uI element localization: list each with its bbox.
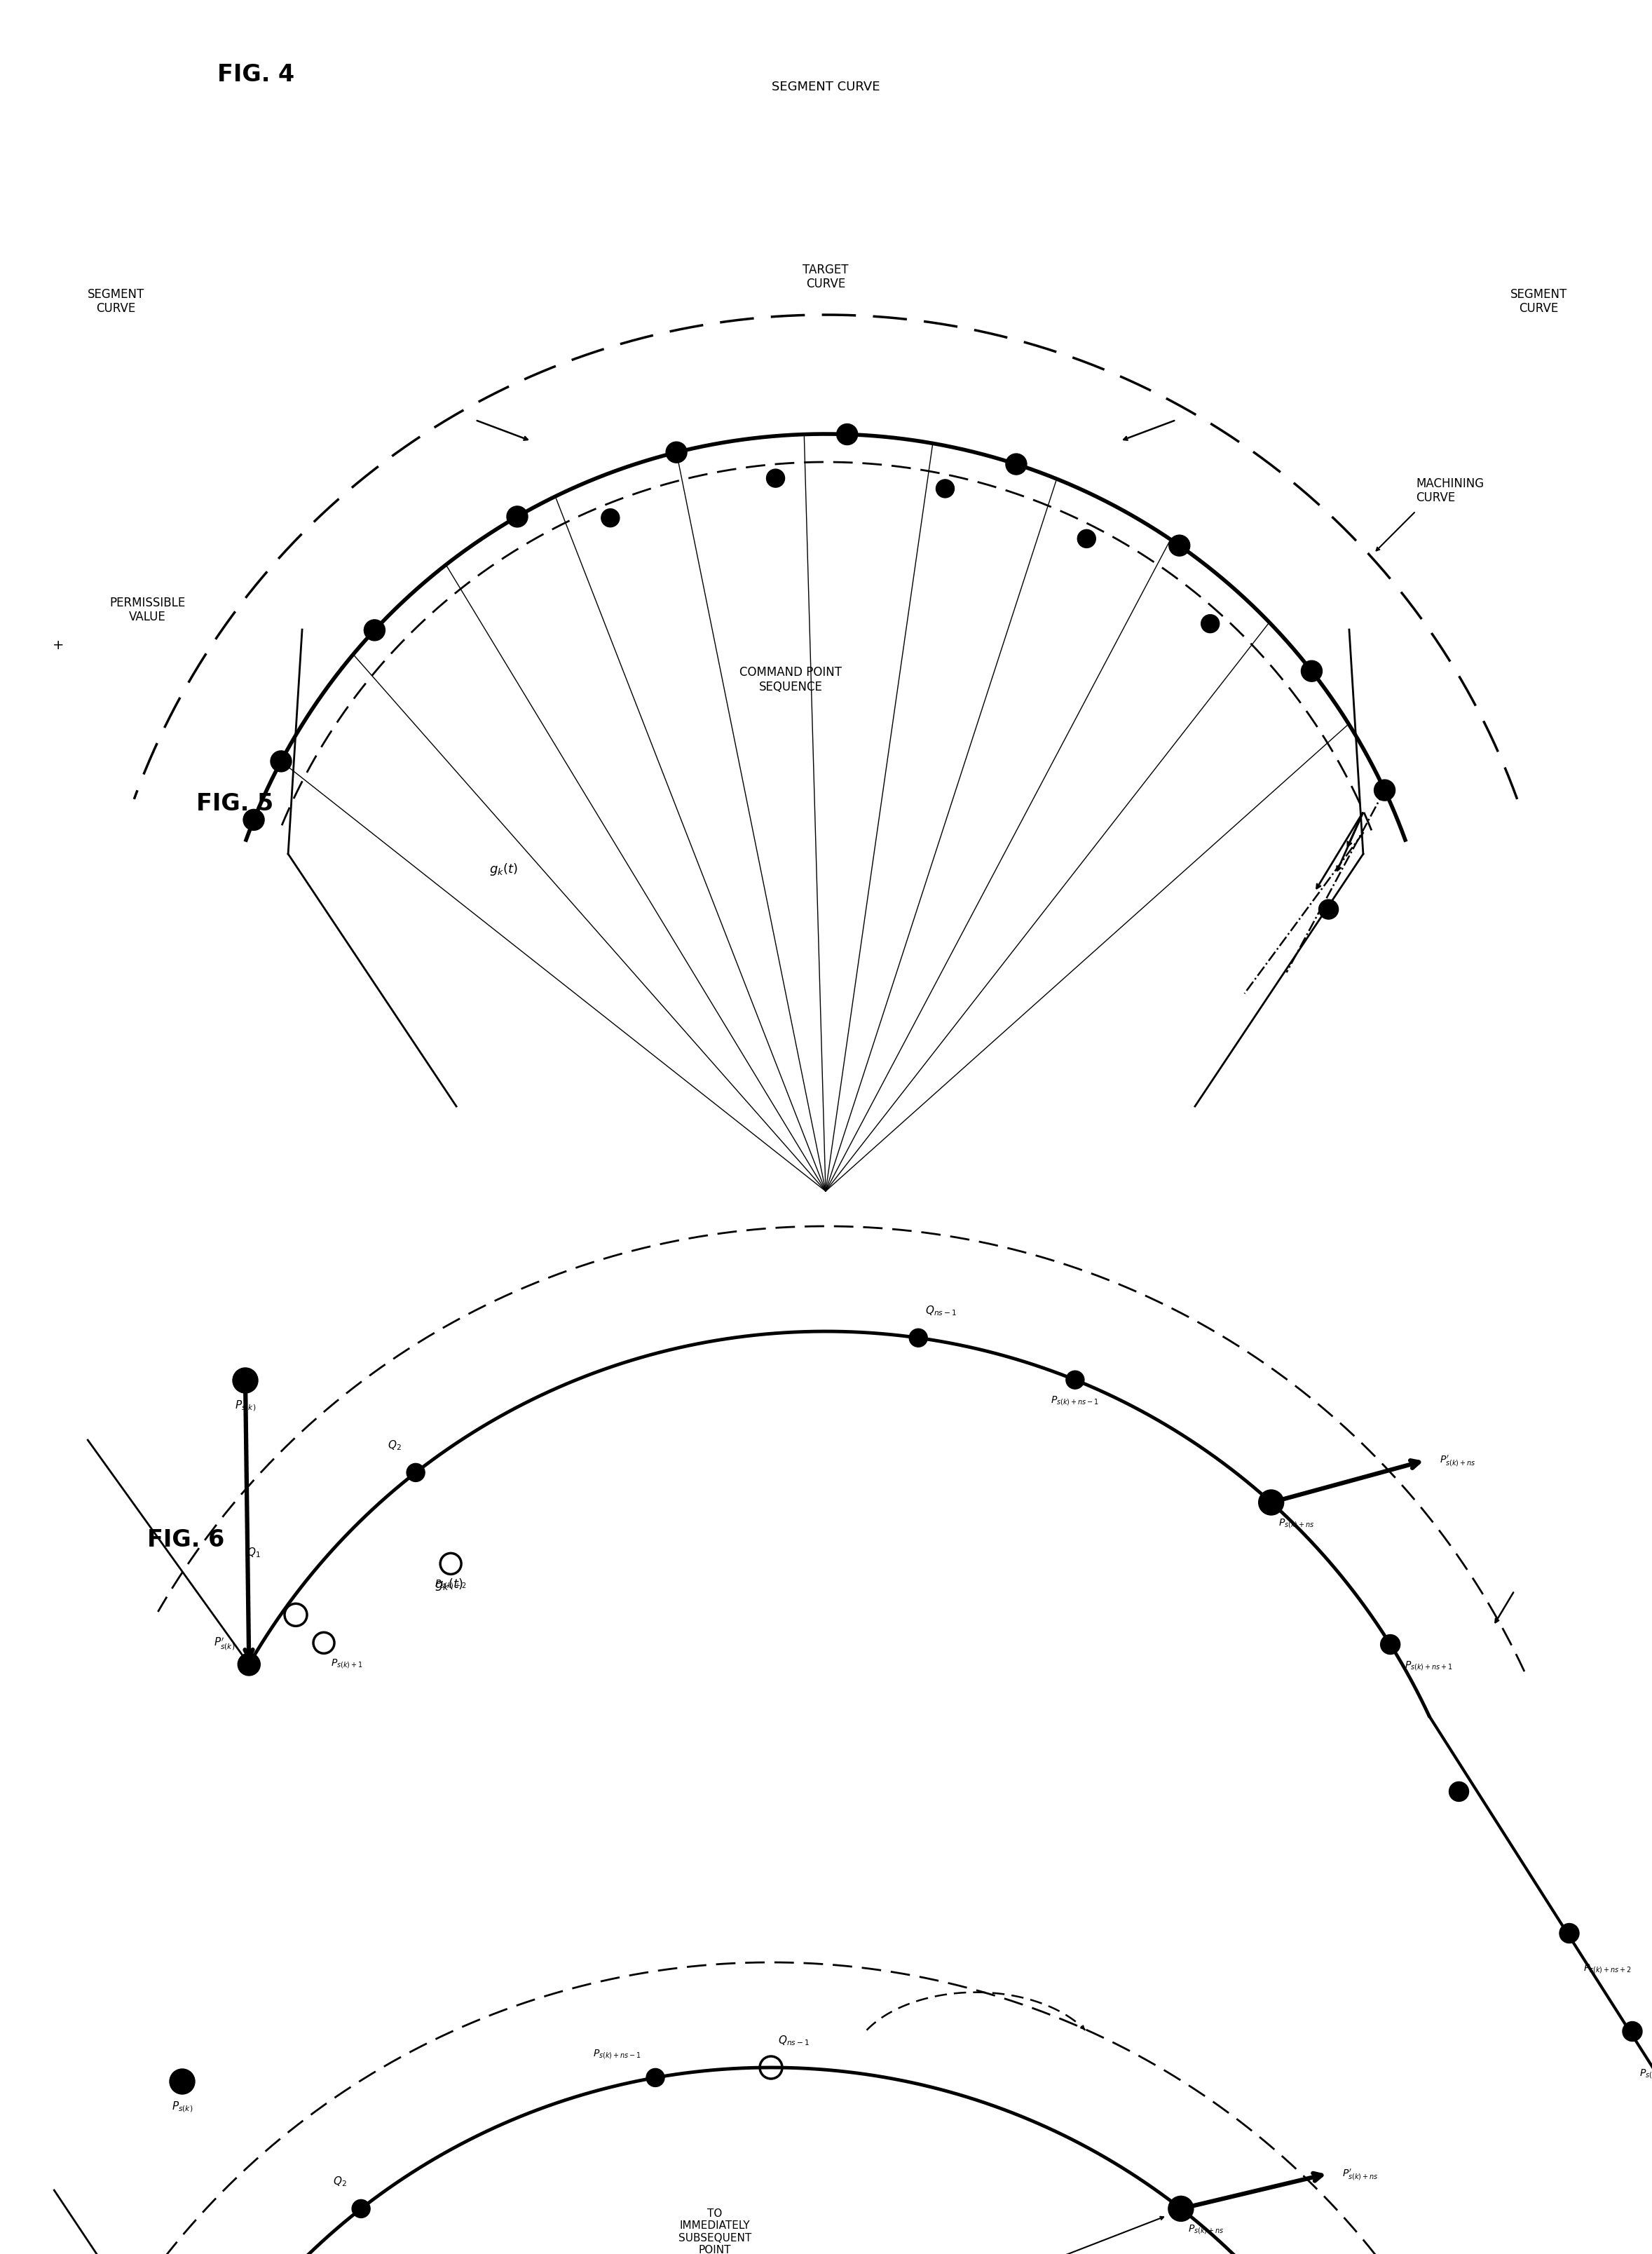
Text: FIG. 4: FIG. 4 <box>218 63 294 86</box>
Text: SEGMENT CURVE: SEGMENT CURVE <box>771 81 881 92</box>
Text: $Q_{ns-1}$: $Q_{ns-1}$ <box>778 2033 809 2047</box>
Text: PERMISSIBLE
VALUE: PERMISSIBLE VALUE <box>109 595 185 624</box>
Circle shape <box>507 507 527 527</box>
Circle shape <box>646 2069 664 2087</box>
Text: $P_{s(k)+ns}$: $P_{s(k)+ns}$ <box>1188 2222 1224 2236</box>
Circle shape <box>836 424 857 446</box>
Circle shape <box>1559 1923 1579 1943</box>
Text: $Q_1$: $Q_1$ <box>246 1546 261 1560</box>
Circle shape <box>1302 660 1322 683</box>
Circle shape <box>767 469 785 487</box>
Circle shape <box>1449 1783 1469 1801</box>
Text: FIG. 6: FIG. 6 <box>147 1528 225 1551</box>
Circle shape <box>238 1654 261 1675</box>
Text: $g_k(t)$: $g_k(t)$ <box>489 861 517 877</box>
Text: $Q_2$: $Q_2$ <box>334 2175 347 2189</box>
Text: $g_k(t)$: $g_k(t)$ <box>434 1576 463 1591</box>
Text: $P_{s(k)+2}$: $P_{s(k)+2}$ <box>434 1578 468 1591</box>
Text: $P_{s(k)+1}$: $P_{s(k)+1}$ <box>330 1657 363 1670</box>
Text: MACHINING
CURVE: MACHINING CURVE <box>1416 478 1483 505</box>
Circle shape <box>1374 780 1396 800</box>
Text: +: + <box>53 638 64 651</box>
Circle shape <box>1077 530 1095 548</box>
Circle shape <box>1381 1634 1401 1654</box>
Text: $P_{s(k)+ns}'$: $P_{s(k)+ns}'$ <box>1341 2166 1378 2182</box>
Text: FIG. 5: FIG. 5 <box>197 791 274 816</box>
Text: $P_{s(k)+ns+1}$: $P_{s(k)+ns+1}$ <box>1404 1659 1452 1670</box>
Circle shape <box>233 1368 258 1393</box>
Text: $Q_{ns-1}$: $Q_{ns-1}$ <box>925 1305 957 1316</box>
Circle shape <box>1622 2022 1642 2042</box>
Text: $P_{s(k)+ns+2}$: $P_{s(k)+ns+2}$ <box>1583 1961 1632 1975</box>
Text: TARGET
CURVE: TARGET CURVE <box>803 264 849 291</box>
Text: $P_{s(k)}$: $P_{s(k)}$ <box>235 1397 256 1411</box>
Circle shape <box>352 2200 370 2218</box>
Text: SEGMENT
CURVE: SEGMENT CURVE <box>1510 289 1568 316</box>
Circle shape <box>363 620 385 640</box>
Text: $P_{s(k)}'$: $P_{s(k)}'$ <box>213 1634 235 1650</box>
Text: TO
IMMEDIATELY
SUBSEQUENT
POINT: TO IMMEDIATELY SUBSEQUENT POINT <box>679 2207 752 2254</box>
Text: $P_{s(k)+ns-1}$: $P_{s(k)+ns-1}$ <box>593 2047 641 2060</box>
Circle shape <box>1170 536 1189 557</box>
Circle shape <box>1259 1490 1284 1515</box>
Text: $P_{s(k)+ns-1}$: $P_{s(k)+ns-1}$ <box>1051 1395 1099 1406</box>
Circle shape <box>909 1330 927 1348</box>
Circle shape <box>1066 1370 1084 1388</box>
Text: SEGMENT
CURVE: SEGMENT CURVE <box>88 289 144 316</box>
Text: $P_{s(k)+ns}$: $P_{s(k)+ns}$ <box>1279 1517 1315 1528</box>
Circle shape <box>170 2069 195 2094</box>
Circle shape <box>406 1463 425 1481</box>
Circle shape <box>1201 615 1219 633</box>
Circle shape <box>937 480 955 498</box>
Circle shape <box>666 442 687 464</box>
Text: $P_{s(k)+ns+3}$: $P_{s(k)+ns+3}$ <box>1639 2067 1652 2078</box>
Text: $P_{s(k)}$: $P_{s(k)}$ <box>172 2098 193 2112</box>
Circle shape <box>601 509 620 527</box>
Text: COMMAND POINT
SEQUENCE: COMMAND POINT SEQUENCE <box>740 665 843 692</box>
Circle shape <box>1168 2195 1193 2222</box>
Circle shape <box>243 809 264 832</box>
Circle shape <box>1318 899 1338 920</box>
Circle shape <box>1006 455 1028 476</box>
Circle shape <box>271 751 291 773</box>
Text: $P_{s(k)+ns}'$: $P_{s(k)+ns}'$ <box>1439 1454 1475 1467</box>
Text: $Q_2$: $Q_2$ <box>388 1438 401 1452</box>
